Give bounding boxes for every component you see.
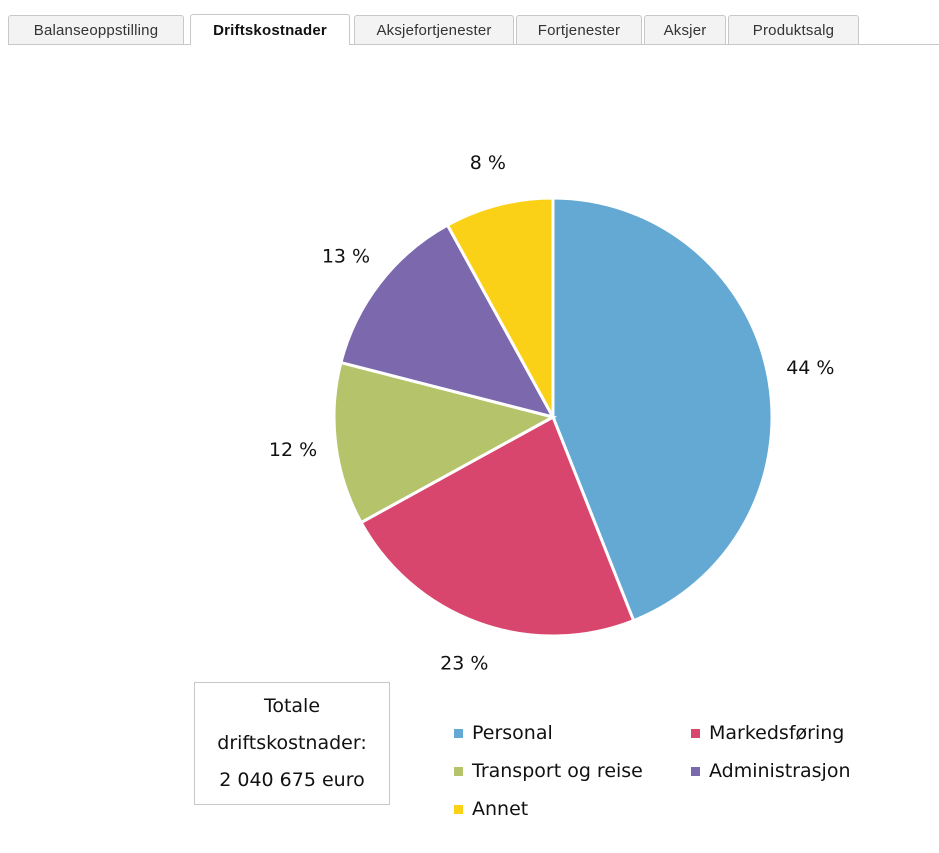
legend-label: Markedsføring [709, 722, 845, 744]
legend-label: Administrasjon [709, 760, 851, 782]
legend-item-transport-og-reise: Transport og reise [454, 760, 643, 782]
pie-slice-personal [551, 196, 774, 623]
pie-slice-annet [445, 196, 555, 418]
legend-swatch [691, 766, 700, 776]
legend-item-annet: Annet [454, 798, 528, 820]
total-costs-box: Totale driftskostnader: 2 040 675 euro [194, 682, 390, 805]
pie-data-label: 44 % [786, 357, 834, 379]
legend-item-markedsforing: Markedsføring [691, 722, 844, 744]
pie-data-label: 13 % [322, 245, 370, 267]
legend-item-personal: Personal [454, 722, 553, 744]
legend-swatch [454, 766, 463, 776]
legend-swatch [454, 728, 463, 738]
pie-slice-administrasjon [339, 223, 556, 420]
pie-data-label: 12 % [269, 439, 317, 461]
legend-label: Personal [472, 722, 553, 744]
total-box-line-1: Totale [263, 695, 321, 717]
tab-bar: Balanseoppstilling Driftskostnader Aksje… [8, 14, 939, 45]
pie-slice-markedsføring [359, 414, 636, 638]
tab-fortjenester[interactable]: Fortjenester [516, 15, 642, 44]
pie-data-label: 23 % [440, 653, 488, 675]
tab-aksjer[interactable]: Aksjer [644, 15, 726, 44]
tab-produktsalg[interactable]: Produktsalg [728, 15, 859, 44]
tab-aksjefortjenester[interactable]: Aksjefortjenester [354, 15, 514, 44]
total-box-line-2: driftskostnader: [217, 732, 367, 754]
legend-swatch [691, 728, 700, 738]
legend-swatch [454, 804, 463, 814]
tab-driftskostnader[interactable]: Driftskostnader [190, 14, 350, 45]
legend-label: Annet [472, 798, 529, 820]
tab-balanseoppstilling[interactable]: Balanseoppstilling [8, 15, 184, 44]
legend-item-administrasjon: Administrasjon [691, 760, 850, 782]
pie-data-label: 8 % [470, 152, 506, 174]
total-box-line-3: 2 040 675 euro [219, 769, 365, 791]
legend-label: Transport og reise [472, 760, 643, 782]
pie-slice-transport-og-reise [332, 360, 558, 525]
